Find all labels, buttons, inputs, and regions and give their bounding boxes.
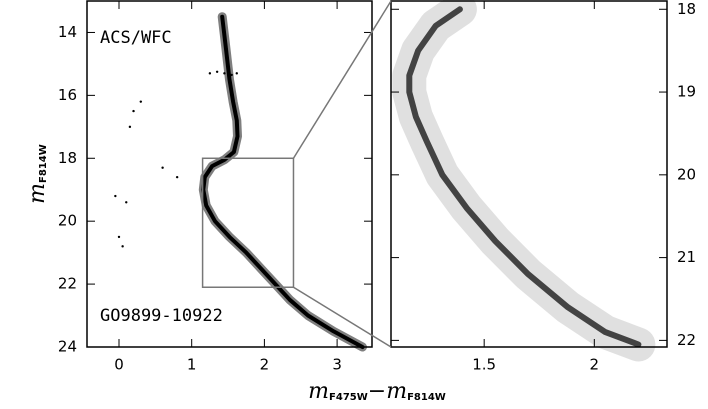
x-tick-label: 2 bbox=[260, 356, 270, 374]
y-tick-label: 19 bbox=[677, 83, 696, 101]
star-point bbox=[230, 73, 233, 77]
y-tick-label: 18 bbox=[58, 149, 77, 167]
x-tick-label: 2 bbox=[590, 356, 600, 374]
y-tick-label: 21 bbox=[677, 248, 696, 266]
zoom-connector bbox=[292, 0, 392, 159]
y-tick-label: 14 bbox=[58, 23, 77, 41]
y-axis-label: mF814W bbox=[25, 144, 50, 204]
y-tick-label: 18 bbox=[677, 0, 696, 18]
star-point bbox=[132, 109, 135, 113]
x-tick-label: 3 bbox=[332, 356, 342, 374]
star-point bbox=[125, 201, 128, 204]
x-label-subscript: F475W bbox=[329, 392, 368, 403]
y-label-subscript: F814W bbox=[38, 144, 49, 183]
left-frame bbox=[86, 0, 373, 348]
star-point bbox=[175, 175, 179, 179]
x-axis-label: mF475W−mF814W bbox=[308, 379, 446, 404]
y-tick-label: 22 bbox=[58, 275, 77, 293]
annotation: ACS/WFC bbox=[100, 28, 172, 48]
star-point bbox=[117, 235, 121, 239]
star-point bbox=[114, 194, 117, 198]
star-point bbox=[223, 72, 226, 75]
annotation: GO9899-10922 bbox=[100, 306, 223, 326]
x-tick-label: 1.5 bbox=[472, 356, 496, 374]
star-point bbox=[121, 245, 124, 248]
y-tick-label: 22 bbox=[677, 331, 696, 349]
star-point bbox=[208, 72, 212, 75]
star-point bbox=[215, 70, 219, 73]
y-tick-label: 20 bbox=[677, 165, 696, 183]
x-tick-label: 0 bbox=[114, 356, 124, 374]
star-point bbox=[235, 72, 238, 75]
y-tick-label: 24 bbox=[58, 338, 77, 356]
zoom-connector bbox=[293, 286, 392, 348]
star-point bbox=[139, 100, 143, 103]
star-point bbox=[161, 166, 164, 169]
y-label-text: m bbox=[25, 183, 50, 204]
right-frame bbox=[390, 0, 668, 348]
x-tick-label: 1 bbox=[187, 356, 197, 374]
x-label-text: −m bbox=[368, 379, 407, 404]
y-tick-label: 16 bbox=[58, 86, 77, 104]
y-tick-label: 20 bbox=[58, 212, 77, 230]
x-label-text: m bbox=[308, 379, 329, 404]
zoom-box bbox=[201, 157, 295, 288]
star-point bbox=[128, 125, 132, 129]
sequence-ridge bbox=[406, 6, 642, 348]
x-label-subscript: F814W bbox=[407, 392, 446, 403]
